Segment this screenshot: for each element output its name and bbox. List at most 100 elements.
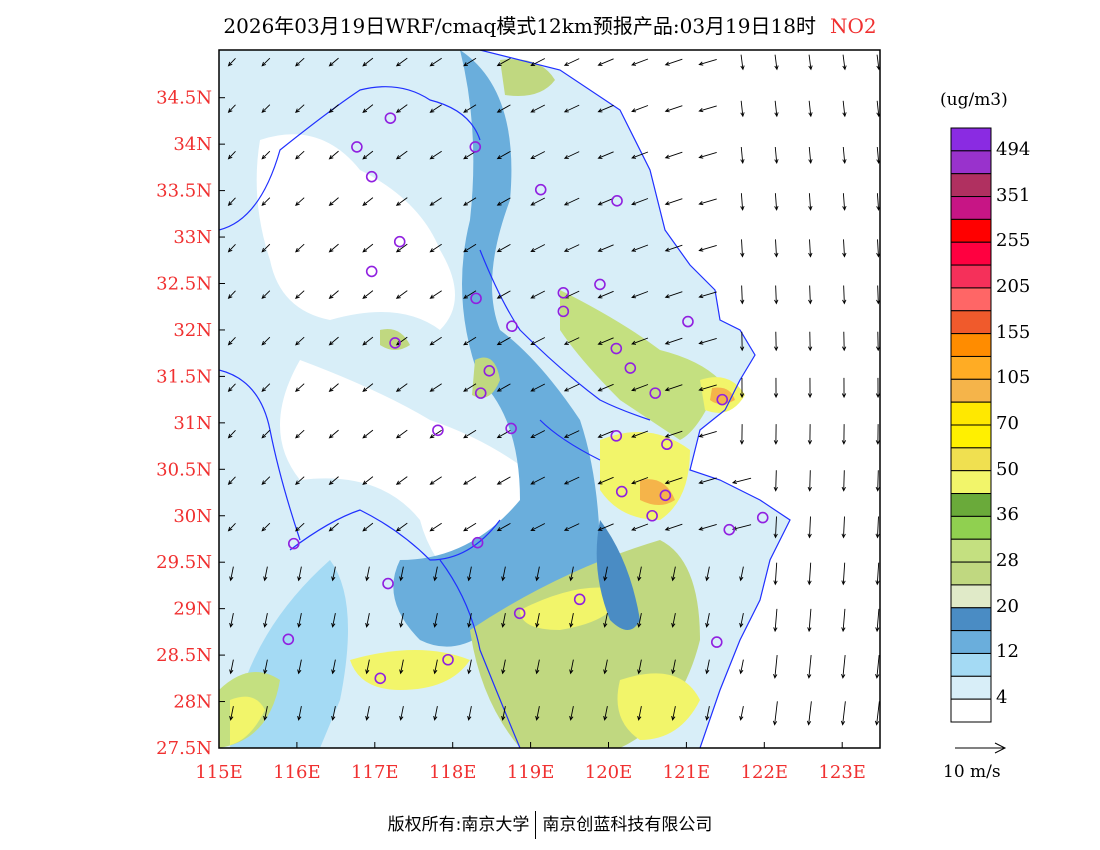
wind-arrow <box>395 476 408 485</box>
y-tick-label: 34.5N <box>156 88 212 109</box>
wind-arrow <box>597 58 614 66</box>
wind-arrow <box>295 522 305 532</box>
station-marker <box>610 430 623 442</box>
wind-arrow <box>875 470 880 492</box>
wind-arrow <box>563 523 580 531</box>
wind-arrow <box>467 706 472 721</box>
wind-arrow <box>563 104 580 113</box>
wind-arrow <box>295 104 305 114</box>
x-tick-label: 120E <box>585 762 633 783</box>
wind-arrow <box>362 243 374 253</box>
station-marker <box>506 320 518 333</box>
wind-arrow <box>399 659 404 675</box>
station-marker <box>661 438 673 451</box>
station-marker <box>649 387 662 399</box>
wind-arrow <box>841 516 846 539</box>
y-tick-label: 32N <box>173 320 212 341</box>
wind-arrow <box>297 659 302 675</box>
colorbar-swatch <box>950 652 992 677</box>
wind-arrow <box>496 383 511 392</box>
station-marker <box>723 523 736 536</box>
wind-arrow <box>841 424 847 445</box>
wind-reference-label: 10 m/s <box>943 762 1001 782</box>
colorbar-label: 36 <box>996 504 1019 526</box>
colorbar-label: 28 <box>996 550 1019 572</box>
wind-arrow <box>530 58 546 66</box>
wind-arrow <box>841 377 847 399</box>
wind-arrow <box>261 383 271 393</box>
wind-arrow <box>631 337 649 345</box>
wind-arrow <box>631 151 649 159</box>
wind-arrow <box>297 706 302 721</box>
boundaries <box>219 50 791 748</box>
station-marker <box>351 141 363 153</box>
wind-arrow <box>227 429 236 439</box>
wind-arrow <box>597 151 614 159</box>
colorbar-swatch <box>950 493 992 517</box>
wind-arrow <box>563 151 580 159</box>
x-tick-label: 123E <box>818 762 866 783</box>
wind-arrow <box>362 429 374 439</box>
wind-arrow <box>841 562 846 586</box>
wind-arrow <box>807 562 812 586</box>
wind-arrow <box>740 100 745 118</box>
wind-arrow <box>496 104 511 113</box>
wind-arrow <box>875 377 880 399</box>
colorbar-swatch <box>950 333 992 357</box>
wind-arrow <box>631 430 649 438</box>
wind-arrow <box>399 566 404 582</box>
wind-arrow <box>631 198 649 206</box>
wind-arrow <box>496 522 511 532</box>
wind-arrow <box>773 377 779 399</box>
wind-arrow <box>362 197 374 206</box>
wind-arrow <box>429 243 442 253</box>
wind-arrow <box>429 57 442 67</box>
wind-arrow <box>227 476 236 485</box>
wind-arrow <box>563 197 580 206</box>
colorbar-swatch <box>950 447 992 472</box>
colorbar-swatch <box>950 515 992 540</box>
station-marker <box>646 509 658 522</box>
wind-arrow <box>331 613 336 628</box>
wind-arrow <box>875 424 880 445</box>
wind-arrow <box>227 57 236 67</box>
y-tick-label: 30N <box>173 506 212 527</box>
wind-arrow <box>227 290 236 299</box>
wind-arrow <box>671 613 676 628</box>
wind-arrow <box>227 336 236 346</box>
wind-arrow <box>842 285 847 305</box>
colorbar-swatch <box>950 287 992 312</box>
wind-arrow <box>597 383 614 392</box>
x-tick-label: 117E <box>351 762 399 783</box>
wind-arrow <box>496 243 511 253</box>
species-label: NO2 <box>829 14 877 38</box>
wind-arrow <box>773 655 778 679</box>
wind-arrow <box>808 285 813 305</box>
colorbar-swatch <box>950 675 992 700</box>
wind-arrow <box>739 706 744 721</box>
wind-arrow <box>773 424 779 445</box>
wind-arrow <box>731 477 752 485</box>
wind-arrow <box>362 57 374 67</box>
wind-arrow <box>698 338 717 345</box>
wind-arrow <box>227 104 236 113</box>
x-tick-label: 119E <box>507 762 555 783</box>
wind-arrow <box>362 336 374 346</box>
y-tick-label: 31.5N <box>156 366 212 387</box>
wind-arrow <box>535 566 540 582</box>
wind-arrow <box>705 566 710 582</box>
wind-arrow <box>496 290 511 299</box>
concentration-field <box>219 50 880 748</box>
station-markers <box>282 112 769 685</box>
station-marker <box>389 337 401 349</box>
wind-arrow <box>362 476 374 485</box>
wind-arrow <box>664 58 683 66</box>
colorbar-swatch <box>950 561 992 586</box>
wind-arrow <box>530 151 546 159</box>
colorbar-swatch <box>950 607 992 632</box>
wind-arrow <box>739 566 744 582</box>
wind-arrow <box>501 706 506 721</box>
wind-arrow <box>463 383 477 392</box>
wind-arrow <box>261 476 271 486</box>
